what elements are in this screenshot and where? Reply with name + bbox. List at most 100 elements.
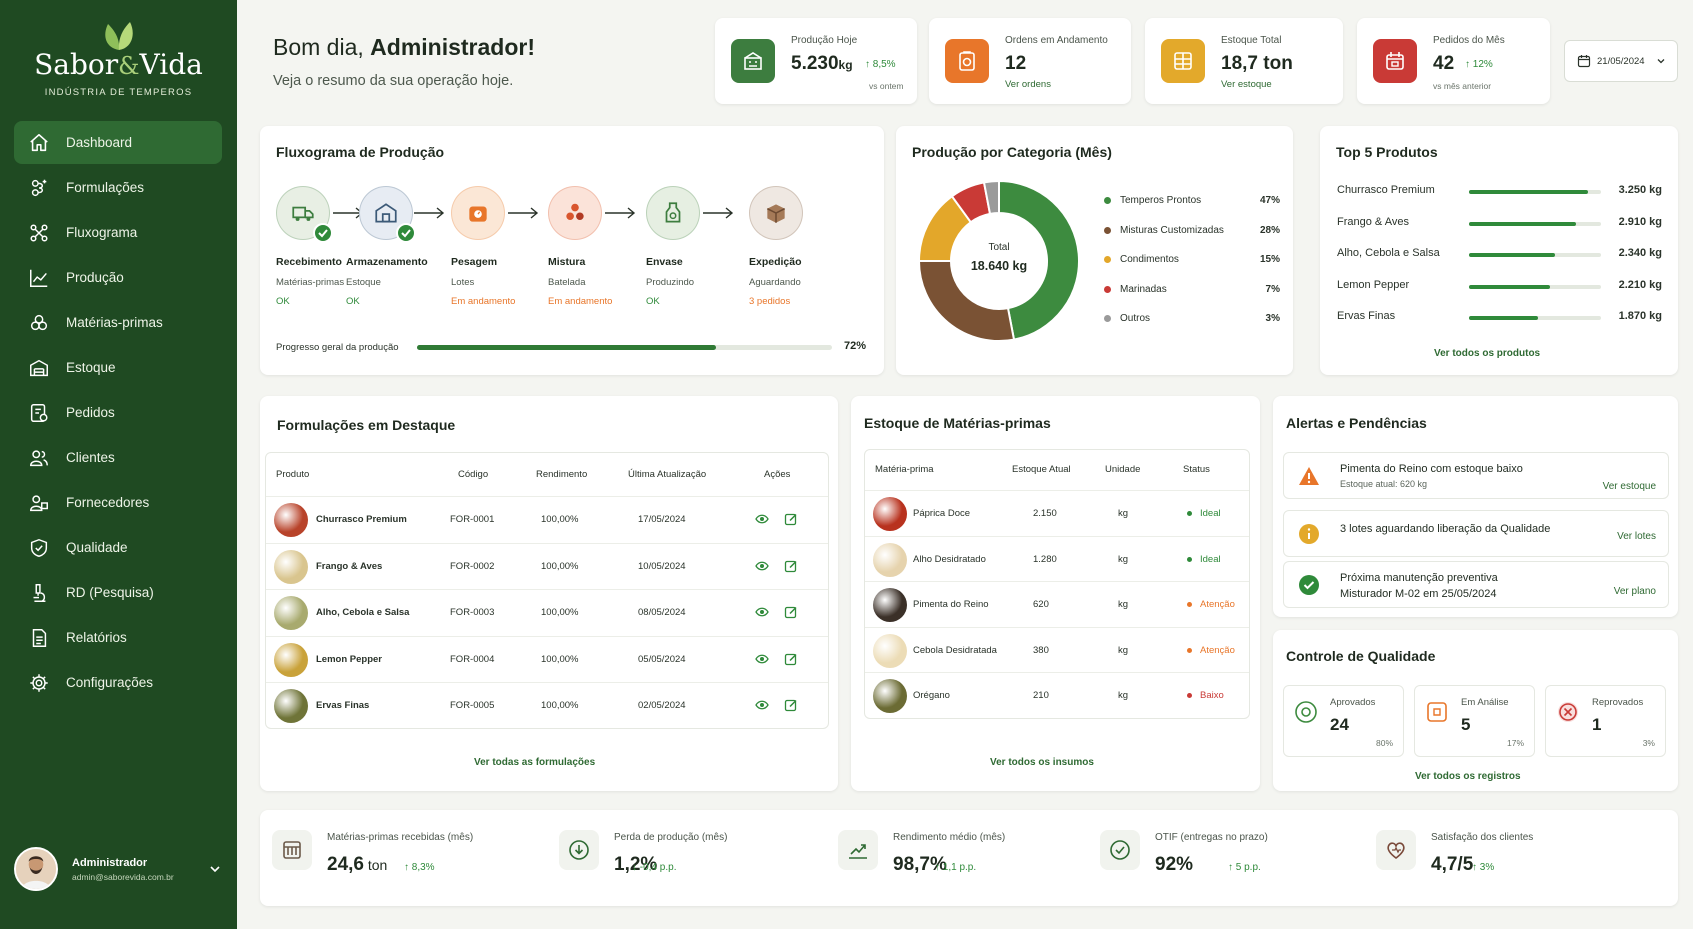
table-row[interactable]: Frango & Aves FOR-0002 100,00% 10/05/2024 — [266, 542, 828, 589]
warning-icon — [1299, 467, 1319, 485]
flow-step-mistura[interactable]: Mistura Batelada Em andamento — [548, 186, 648, 307]
raw-materials-table: Matéria-prima Estoque Atual Unidade Status P… — [864, 449, 1250, 719]
bottom-kpi[interactable]: Perda de produção (mês) 1,2% ↓ -0,4 p.p. — [559, 824, 819, 880]
flow-step-desc: Produzindo — [646, 277, 695, 288]
alert-item[interactable]: Próxima manutenção preventiva Misturador … — [1283, 561, 1669, 608]
status-badge: Ideal — [1187, 508, 1221, 519]
sidebar-item-pedidos[interactable]: Pedidos — [14, 391, 222, 434]
top-product-row[interactable]: Lemon Pepper 2.210 kg — [1337, 276, 1662, 296]
top-product-row[interactable]: Churrasco Premium 3.250 kg — [1337, 181, 1662, 201]
edit-icon[interactable] — [784, 698, 798, 712]
donut-slice-0[interactable] — [998, 180, 1080, 341]
alert-link[interactable]: Ver estoque — [1602, 481, 1656, 492]
eye-icon[interactable] — [755, 559, 769, 573]
ver-todas-formulacoes-link[interactable]: Ver todas as formulações — [474, 757, 596, 768]
flow-step-recebimento[interactable]: Recebimento Matérias-primas OK — [276, 186, 376, 307]
alert-link[interactable]: Ver lotes — [1617, 531, 1656, 542]
quality-reprovados[interactable]: Reprovados 1 3% — [1545, 685, 1666, 757]
eye-icon[interactable] — [755, 605, 769, 619]
top-product-bar — [1469, 284, 1601, 289]
sidebar-item-configura-es[interactable]: Configurações — [14, 661, 222, 704]
top-product-row[interactable]: Ervas Finas 1.870 kg — [1337, 307, 1662, 327]
table-row[interactable]: Churrasco Premium FOR-0001 100,00% 17/05/20… — [266, 496, 828, 542]
quality-em-analise[interactable]: Em Análise 5 17% — [1414, 685, 1535, 757]
progress-bar — [417, 345, 832, 350]
kpi-pedidos-mes[interactable]: Pedidos do Mês 42 ↑ 12% vs mês anterior — [1357, 18, 1550, 104]
category-title: Produção por Categoria (Mês) — [912, 144, 1112, 160]
table-header: Produto — [276, 469, 310, 480]
table-row[interactable]: Pimenta do Reino 620 kg Atenção — [865, 581, 1249, 627]
ver-estoque-link[interactable]: Ver estoque — [1221, 79, 1272, 90]
user-menu[interactable]: Administrador admin@saborevida.com.br — [14, 846, 222, 892]
jar-icon — [646, 186, 700, 240]
eye-icon[interactable] — [755, 698, 769, 712]
top-product-row[interactable]: Frango & Aves 2.910 kg — [1337, 213, 1662, 233]
donut-slice-4[interactable] — [982, 180, 1000, 216]
legend-dot — [1104, 315, 1111, 322]
quality-value: 24 — [1330, 715, 1349, 734]
top-product-row[interactable]: Alho, Cebola e Salsa 2.340 kg — [1337, 244, 1662, 264]
sidebar-item-clientes[interactable]: Clientes — [14, 436, 222, 479]
table-row[interactable]: Orégano 210 kg Baixo — [865, 672, 1249, 718]
sidebar-item-estoque[interactable]: Estoque — [14, 346, 222, 389]
sidebar-item-produ-o[interactable]: Produção — [14, 256, 222, 299]
eye-icon[interactable] — [755, 512, 769, 526]
sidebar-item-dashboard[interactable]: Dashboard — [14, 121, 222, 164]
flow-step-expedicao[interactable]: Expedição Aguardando 3 pedidos — [749, 186, 849, 307]
material-name: Alho Desidratado — [913, 553, 986, 565]
kpi-ordens[interactable]: Ordens em Andamento 12 Ver ordens — [929, 18, 1131, 104]
table-row[interactable]: Alho Desidratado 1.280 kg Ideal — [865, 535, 1249, 582]
edit-icon[interactable] — [784, 605, 798, 619]
sidebar-item-qualidade[interactable]: Qualidade — [14, 526, 222, 569]
alert-item[interactable]: Pimenta do Reino com estoque baixo Estoqu… — [1283, 452, 1669, 499]
material-name: Pimenta do Reino — [913, 599, 989, 610]
page-subtitle: Veja o resumo da sua operação hoje. — [273, 73, 514, 89]
ver-todos-registros-link[interactable]: Ver todos os registros — [1415, 771, 1521, 782]
edit-icon[interactable] — [784, 512, 798, 526]
flow-step-pesagem[interactable]: Pesagem Lotes Em andamento — [451, 186, 551, 307]
date-picker[interactable]: 21/05/2024 — [1564, 40, 1678, 82]
table-row[interactable]: Cebola Desidratada 380 kg Atenção — [865, 626, 1249, 673]
sidebar-item-rd-pesquisa-[interactable]: RD (Pesquisa) — [14, 571, 222, 614]
sidebar-item-relat-rios[interactable]: Relatórios — [14, 616, 222, 659]
sidebar-item-fornecedores[interactable]: Fornecedores — [14, 481, 222, 524]
flow-step-armazenamento[interactable]: Armazenamento Estoque OK — [346, 186, 446, 307]
product-updated: 08/05/2024 — [638, 607, 686, 618]
top-product-value: 2.210 kg — [1618, 278, 1662, 291]
quality-aprovados[interactable]: Aprovados 24 80% — [1283, 685, 1404, 757]
bottom-kpi-label: Satisfação dos clientes — [1431, 832, 1534, 843]
eye-icon[interactable] — [755, 652, 769, 666]
bottom-kpi[interactable]: Satisfação dos clientes 4,7/5 ↑ 3% — [1376, 824, 1636, 880]
product-yield: 100,00% — [541, 514, 579, 525]
flow-step-status: OK — [346, 296, 360, 307]
sidebar-item-mat-rias-primas[interactable]: Matérias-primas — [14, 301, 222, 344]
alert-link[interactable]: Ver plano — [1613, 586, 1656, 597]
table-row[interactable]: Ervas Finas FOR-0005 100,00% 02/05/2024 — [266, 682, 828, 728]
kpi-estoque-total[interactable]: Estoque Total 18,7 ton Ver estoque — [1145, 18, 1343, 104]
product-updated: 10/05/2024 — [638, 560, 686, 572]
sidebar-item-fluxograma[interactable]: Fluxograma — [14, 211, 222, 254]
brand-logo[interactable]: Sabor&Vida INDÚSTRIA DE TEMPEROS — [0, 20, 237, 98]
chevron-down-icon[interactable] — [208, 862, 222, 876]
kpi-producao-hoje[interactable]: Produção Hoje 5.230kg ↑ 8,5% vs ontem — [715, 18, 917, 104]
edit-icon[interactable] — [784, 559, 798, 573]
donut-slice-1[interactable] — [918, 260, 1016, 342]
ver-ordens-link[interactable]: Ver ordens — [1005, 79, 1051, 90]
legend-item: Marinadas 7% — [1104, 284, 1280, 295]
ver-todos-insumos-link[interactable]: Ver todos os insumos — [990, 757, 1094, 768]
bottom-kpi[interactable]: OTIF (entregas no prazo) 92% ↑ 5 p.p. — [1100, 824, 1360, 880]
greeting: Bom dia, Administrador! Veja o resumo da… — [273, 34, 535, 89]
bottom-kpi[interactable]: Matérias-primas recebidas (mês) 24,6 ton ↑… — [272, 824, 532, 880]
product-thumbnail — [274, 503, 308, 537]
flow-icon — [30, 223, 48, 242]
sidebar-item-formula-es[interactable]: Formulações — [14, 166, 222, 209]
flow-step-envase[interactable]: Envase Produzindo OK — [646, 186, 746, 307]
table-row[interactable]: Alho, Cebola e Salsa FOR-0003 100,00% 08/05… — [266, 589, 828, 635]
table-row[interactable]: Lemon Pepper FOR-0004 100,00% 05/05/2024 — [266, 635, 828, 682]
ver-todos-produtos-link[interactable]: Ver todos os produtos — [1434, 348, 1541, 359]
bottom-kpi[interactable]: Rendimento médio (mês) 98,7% ↑ 1,1 p.p. — [838, 824, 1098, 880]
alert-item[interactable]: 3 lotes aguardando liberação da Qualidad… — [1283, 510, 1669, 557]
table-row[interactable]: Páprica Doce 2.150 kg Ideal — [865, 490, 1249, 536]
material-thumbnail — [873, 588, 907, 622]
edit-icon[interactable] — [784, 652, 798, 666]
